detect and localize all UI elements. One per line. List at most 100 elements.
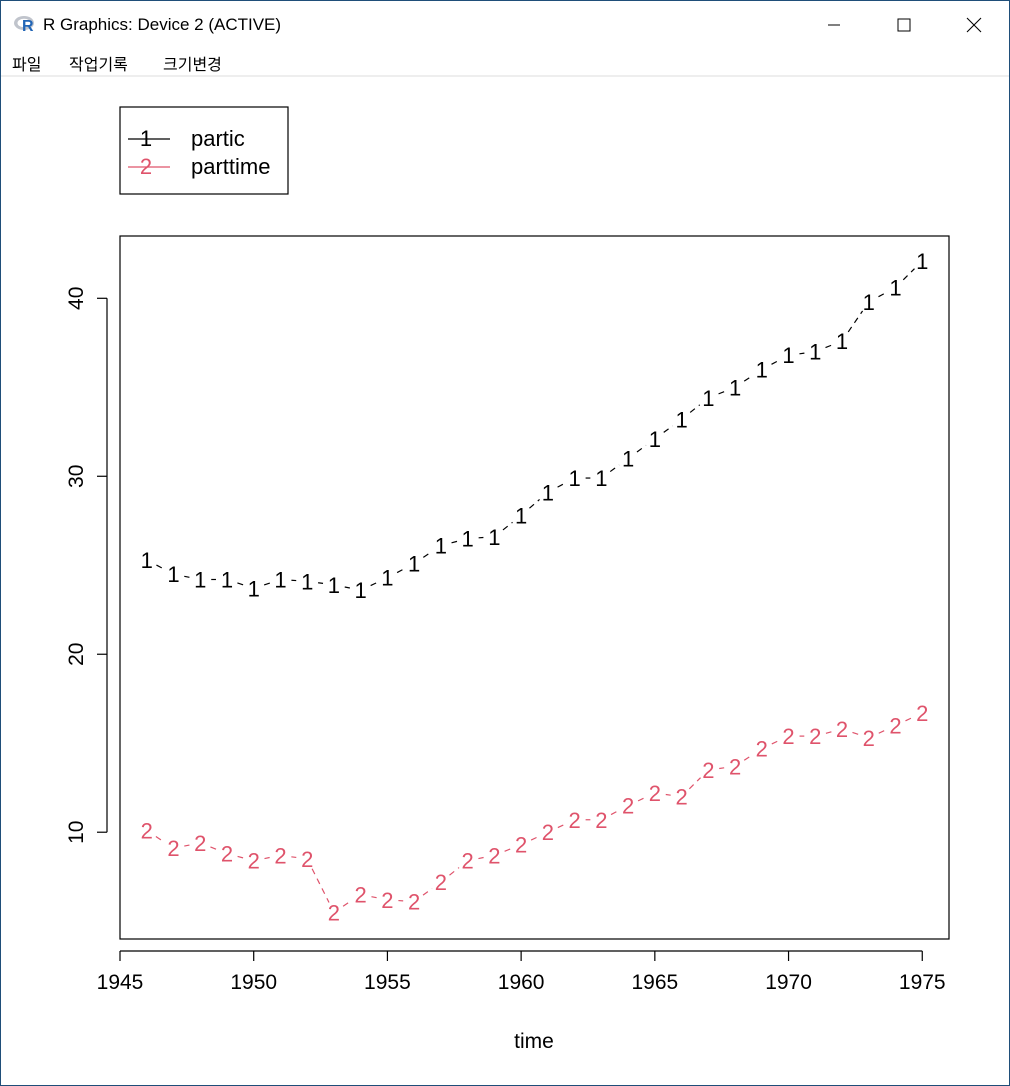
series-line-segment <box>665 793 671 796</box>
series-line-segment <box>504 848 512 852</box>
legend-symbol: 2 <box>140 154 152 179</box>
data-point-partic: 1 <box>221 567 233 592</box>
series-line-segment <box>530 836 539 841</box>
data-point-parttime: 2 <box>141 818 153 843</box>
x-tick-label: 1960 <box>498 971 545 994</box>
data-point-partic: 1 <box>328 573 340 598</box>
series-line-segment <box>156 564 165 570</box>
series-line-segment <box>743 754 753 761</box>
y-tick-label: 20 <box>65 643 88 666</box>
series-line-segment <box>422 551 433 558</box>
line-chart: 1 partic 2 parttime 1945 1950 1955 1960 1965 197… <box>65 106 950 1053</box>
data-point-partic: 1 <box>274 567 286 592</box>
maximize-icon <box>897 18 911 32</box>
data-point-parttime: 2 <box>782 724 794 749</box>
data-point-parttime: 2 <box>221 842 233 867</box>
data-point-partic: 1 <box>462 527 474 552</box>
data-point-parttime: 2 <box>167 836 179 861</box>
data-point-parttime: 2 <box>488 843 500 868</box>
data-point-partic: 1 <box>194 567 206 592</box>
data-point-partic: 1 <box>782 343 794 368</box>
y-tick-label: 10 <box>65 821 88 844</box>
data-point-parttime: 2 <box>328 900 340 925</box>
series-line-segment <box>718 390 726 395</box>
title-bar[interactable]: R R Graphics: Device 2 (ACTIVE) <box>1 1 1009 49</box>
series-line-segment <box>771 740 779 745</box>
data-point-partic: 1 <box>595 466 607 491</box>
x-axis-label: time <box>514 1030 554 1053</box>
series-line-segment <box>902 268 915 281</box>
data-point-parttime: 2 <box>568 808 580 833</box>
data-point-partic: 1 <box>301 569 313 594</box>
series-line-segment <box>847 310 864 333</box>
series-line-segment <box>318 582 324 584</box>
data-point-partic: 1 <box>488 525 500 550</box>
data-point-parttime: 2 <box>863 726 875 751</box>
data-point-partic: 1 <box>809 340 821 365</box>
data-point-parttime: 2 <box>435 870 447 895</box>
data-point-partic: 1 <box>355 578 367 603</box>
series-line-segment <box>210 846 217 851</box>
legend: 1 partic 2 parttime <box>119 106 289 195</box>
series-line-segment <box>371 896 377 899</box>
series-line-segment <box>370 581 378 587</box>
series-line-segment <box>311 868 330 903</box>
svg-text:R: R <box>22 18 34 34</box>
menu-history[interactable]: 작업기록 <box>69 55 128 74</box>
menu-bar: 파일 작업기록 크기변경 <box>1 49 1009 77</box>
x-tick-label: 1965 <box>631 971 678 994</box>
series-line-segment <box>291 856 297 859</box>
series-line-segment <box>637 797 646 802</box>
data-point-parttime: 2 <box>194 831 206 856</box>
series-line-segment <box>342 900 352 907</box>
data-point-partic: 1 <box>702 386 714 411</box>
minimize-button[interactable] <box>799 1 869 49</box>
series-parttime: 22 2 2 2 2 222 2 222 2 2 2 2 22 2 22 22 2 2 2 2 2 2 <box>141 701 929 925</box>
data-point-partic: 1 <box>729 375 741 400</box>
series-line-segment <box>688 777 701 790</box>
series-line-segment <box>422 888 433 896</box>
series-line-segment <box>852 731 859 735</box>
series-line-segment <box>155 836 165 843</box>
series-line-segment <box>825 731 832 734</box>
window-title: R Graphics: Device 2 (ACTIVE) <box>43 15 282 34</box>
data-point-parttime: 2 <box>756 737 768 762</box>
data-point-parttime: 2 <box>515 833 527 858</box>
data-point-parttime: 2 <box>729 754 741 779</box>
data-point-parttime: 2 <box>542 820 554 845</box>
menu-resize[interactable]: 크기변경 <box>163 55 222 74</box>
data-point-parttime: 2 <box>836 717 848 742</box>
x-tick-label: 1950 <box>230 971 277 994</box>
series-line-segment <box>905 717 913 722</box>
legend-label-partic: partic <box>191 126 245 151</box>
y-tick-label: 30 <box>65 465 88 488</box>
series-line-segment <box>663 425 674 433</box>
x-tick-label: 1945 <box>97 971 144 994</box>
series-line-segment <box>184 575 190 578</box>
data-point-partic: 1 <box>248 576 260 601</box>
data-point-partic: 1 <box>408 551 420 576</box>
data-point-parttime: 2 <box>462 849 474 874</box>
close-button[interactable] <box>939 1 1009 49</box>
legend-label-parttime: parttime <box>191 154 270 179</box>
series-line-segment <box>396 568 405 574</box>
data-point-partic: 1 <box>568 466 580 491</box>
data-point-partic: 1 <box>167 562 179 587</box>
data-point-parttime: 2 <box>274 843 286 868</box>
menu-file[interactable]: 파일 <box>12 55 42 74</box>
series-line-segment <box>878 292 887 298</box>
series-line-segment <box>237 855 244 859</box>
series-line-segment <box>799 352 805 355</box>
data-point-partic: 1 <box>435 534 447 559</box>
data-point-partic: 1 <box>863 290 875 315</box>
data-point-parttime: 2 <box>408 890 420 915</box>
series-line-segment <box>636 444 647 453</box>
data-point-parttime: 2 <box>675 785 687 810</box>
series-line-segment <box>825 344 833 349</box>
x-tick-label: 1975 <box>899 971 946 994</box>
series-line-segment <box>529 499 540 509</box>
maximize-button[interactable] <box>869 1 939 49</box>
data-point-parttime: 2 <box>381 888 393 913</box>
series-line-segment <box>719 767 725 770</box>
